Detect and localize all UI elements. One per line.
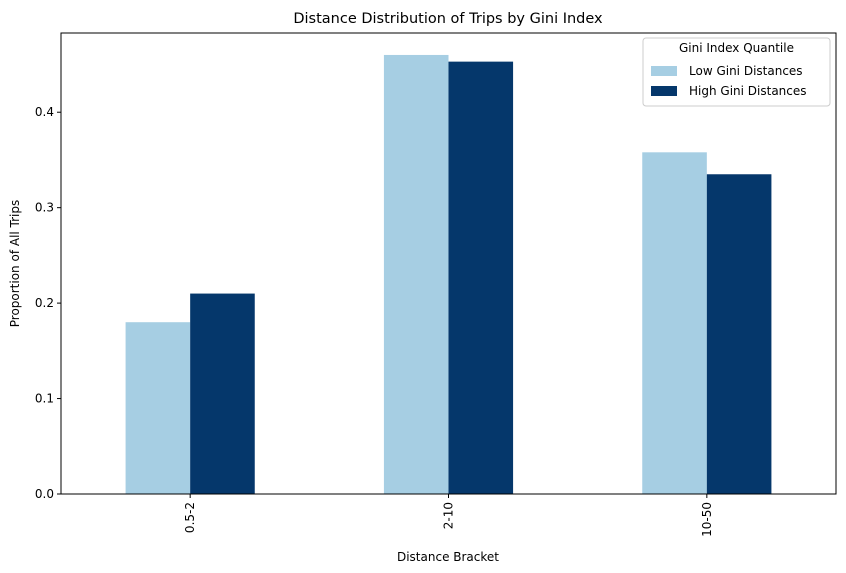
bar-low-gini-0.5-2 (125, 322, 191, 494)
x-axis: 0.5-2 2-10 10-50 (183, 494, 714, 537)
y-tick-label: 0.1 (35, 392, 54, 406)
legend-box (642, 37, 831, 107)
x-tick-label: 10-50 (700, 502, 714, 537)
y-tick-label: 0.4 (35, 105, 54, 119)
y-tick-label: 0.3 (35, 201, 54, 215)
bar-high-gini-10-50 (706, 174, 772, 495)
legend-title: Gini Index Quantile (679, 41, 794, 55)
legend-swatch (651, 86, 677, 96)
bar-low-gini-10-50 (642, 152, 707, 495)
bar-high-gini-2-10 (448, 61, 514, 494)
y-tick-label: 0.0 (35, 487, 54, 501)
x-axis-label: Distance Bracket (397, 550, 499, 564)
x-tick-label: 0.5-2 (183, 502, 197, 533)
legend-swatch (651, 66, 677, 76)
bar-low-gini-2-10 (383, 54, 449, 494)
bars-group (125, 54, 772, 495)
y-axis: 0.0 0.1 0.2 0.3 0.4 (35, 105, 61, 501)
y-tick-label: 0.2 (35, 296, 54, 310)
bar-high-gini-0.5-2 (190, 293, 255, 494)
legend-label: Low Gini Distances (689, 64, 803, 78)
legend: Gini Index Quantile Low Gini Distances Hig… (642, 37, 831, 107)
x-tick-label: 2-10 (442, 502, 456, 529)
y-axis-label: Proportion of All Trips (8, 200, 22, 328)
legend-label: High Gini Distances (689, 84, 807, 98)
chart-title: Distance Distribution of Trips by Gini I… (293, 11, 603, 27)
